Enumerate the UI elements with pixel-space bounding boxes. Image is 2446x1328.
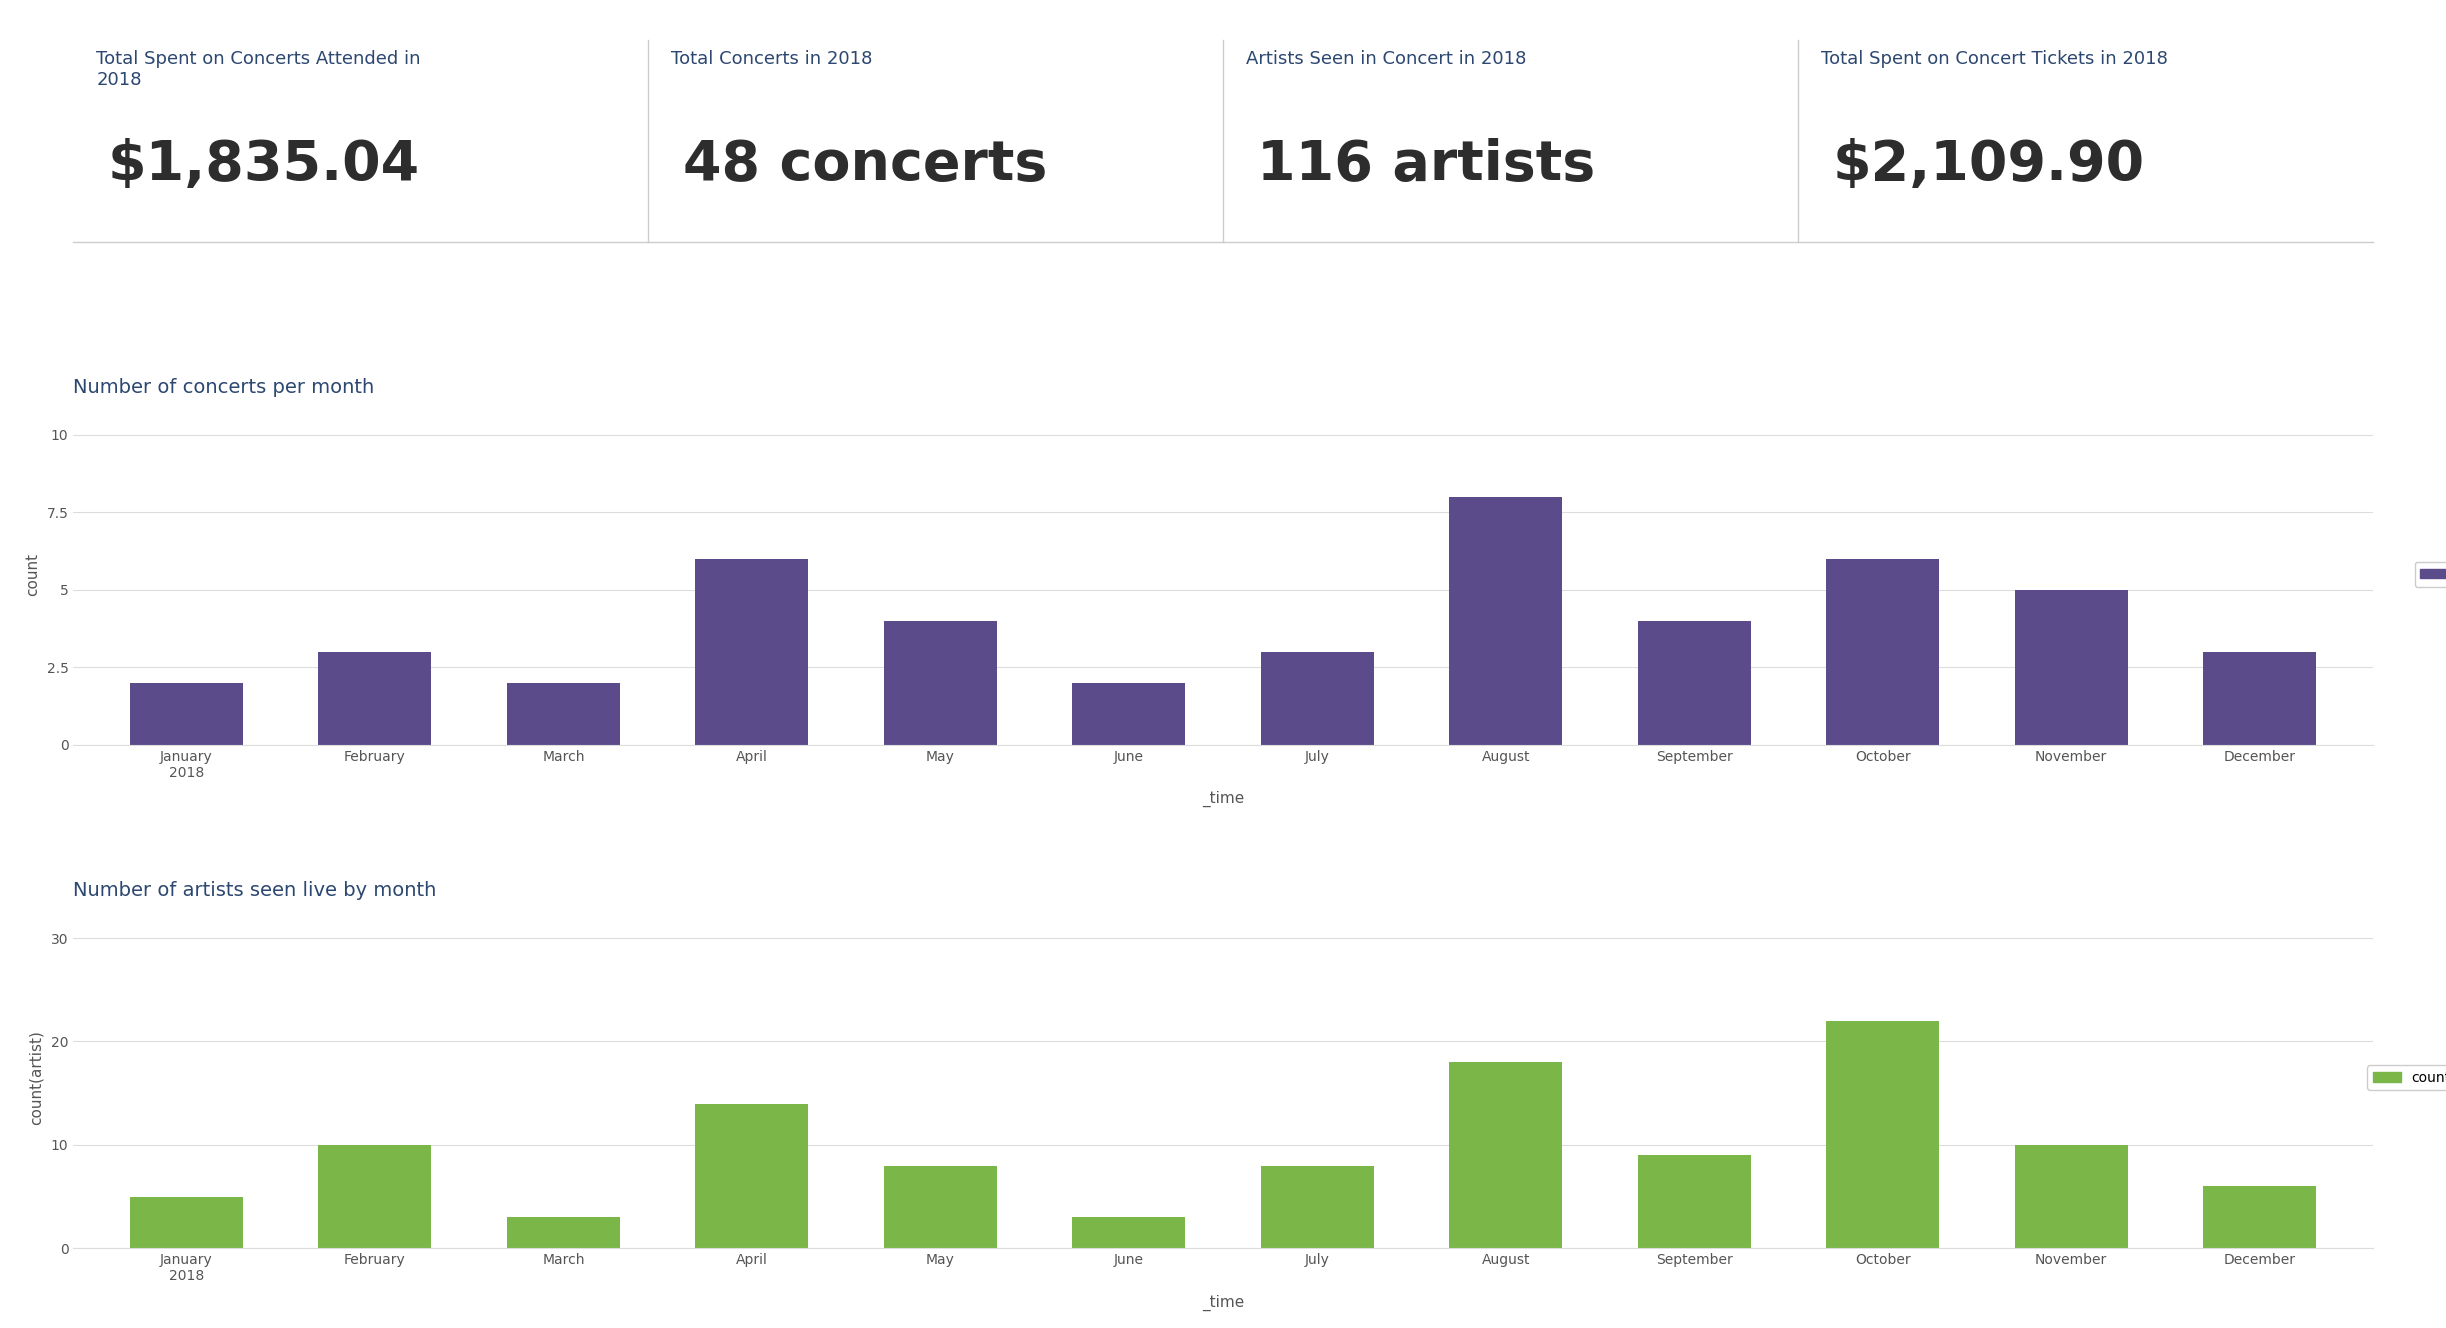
Bar bbox=[2204, 1186, 2316, 1248]
Y-axis label: count(artist): count(artist) bbox=[29, 1031, 44, 1125]
Bar bbox=[2016, 590, 2128, 745]
Text: $1,835.04: $1,835.04 bbox=[108, 138, 421, 191]
Legend: count(artist): count(artist) bbox=[2368, 1065, 2446, 1090]
Bar bbox=[1260, 1166, 1375, 1248]
Text: 116 artists: 116 artists bbox=[1257, 138, 1595, 191]
Bar bbox=[1448, 497, 1563, 745]
Bar bbox=[1071, 1218, 1186, 1248]
Text: Number of concerts per month: Number of concerts per month bbox=[73, 377, 374, 397]
Bar bbox=[2204, 652, 2316, 745]
Bar bbox=[1260, 652, 1375, 745]
Bar bbox=[883, 1166, 998, 1248]
X-axis label: _time: _time bbox=[1201, 1295, 1245, 1311]
Bar bbox=[1827, 1021, 1940, 1248]
Bar bbox=[1071, 683, 1186, 745]
Bar bbox=[1639, 620, 1751, 745]
Text: Total Spent on Concert Tickets in 2018: Total Spent on Concert Tickets in 2018 bbox=[1820, 50, 2167, 68]
Y-axis label: count: count bbox=[24, 552, 39, 596]
X-axis label: _time: _time bbox=[1201, 791, 1245, 807]
Text: Number of artists seen live by month: Number of artists seen live by month bbox=[73, 880, 438, 900]
Text: Artists Seen in Concert in 2018: Artists Seen in Concert in 2018 bbox=[1245, 50, 1526, 68]
Bar bbox=[883, 620, 998, 745]
Bar bbox=[318, 652, 430, 745]
Bar bbox=[1827, 559, 1940, 745]
Text: $2,109.90: $2,109.90 bbox=[1832, 138, 2145, 191]
Text: 48 concerts: 48 concerts bbox=[682, 138, 1047, 191]
Legend: count: count bbox=[2414, 562, 2446, 587]
Text: Total Concerts in 2018: Total Concerts in 2018 bbox=[670, 50, 873, 68]
Bar bbox=[695, 559, 807, 745]
Text: Total Spent on Concerts Attended in
2018: Total Spent on Concerts Attended in 2018 bbox=[95, 50, 421, 89]
Bar bbox=[318, 1145, 430, 1248]
Bar bbox=[506, 1218, 619, 1248]
Bar bbox=[1448, 1062, 1563, 1248]
Bar bbox=[1639, 1155, 1751, 1248]
Bar bbox=[130, 1197, 242, 1248]
Bar bbox=[506, 683, 619, 745]
Bar bbox=[695, 1104, 807, 1248]
Bar bbox=[130, 683, 242, 745]
Bar bbox=[2016, 1145, 2128, 1248]
